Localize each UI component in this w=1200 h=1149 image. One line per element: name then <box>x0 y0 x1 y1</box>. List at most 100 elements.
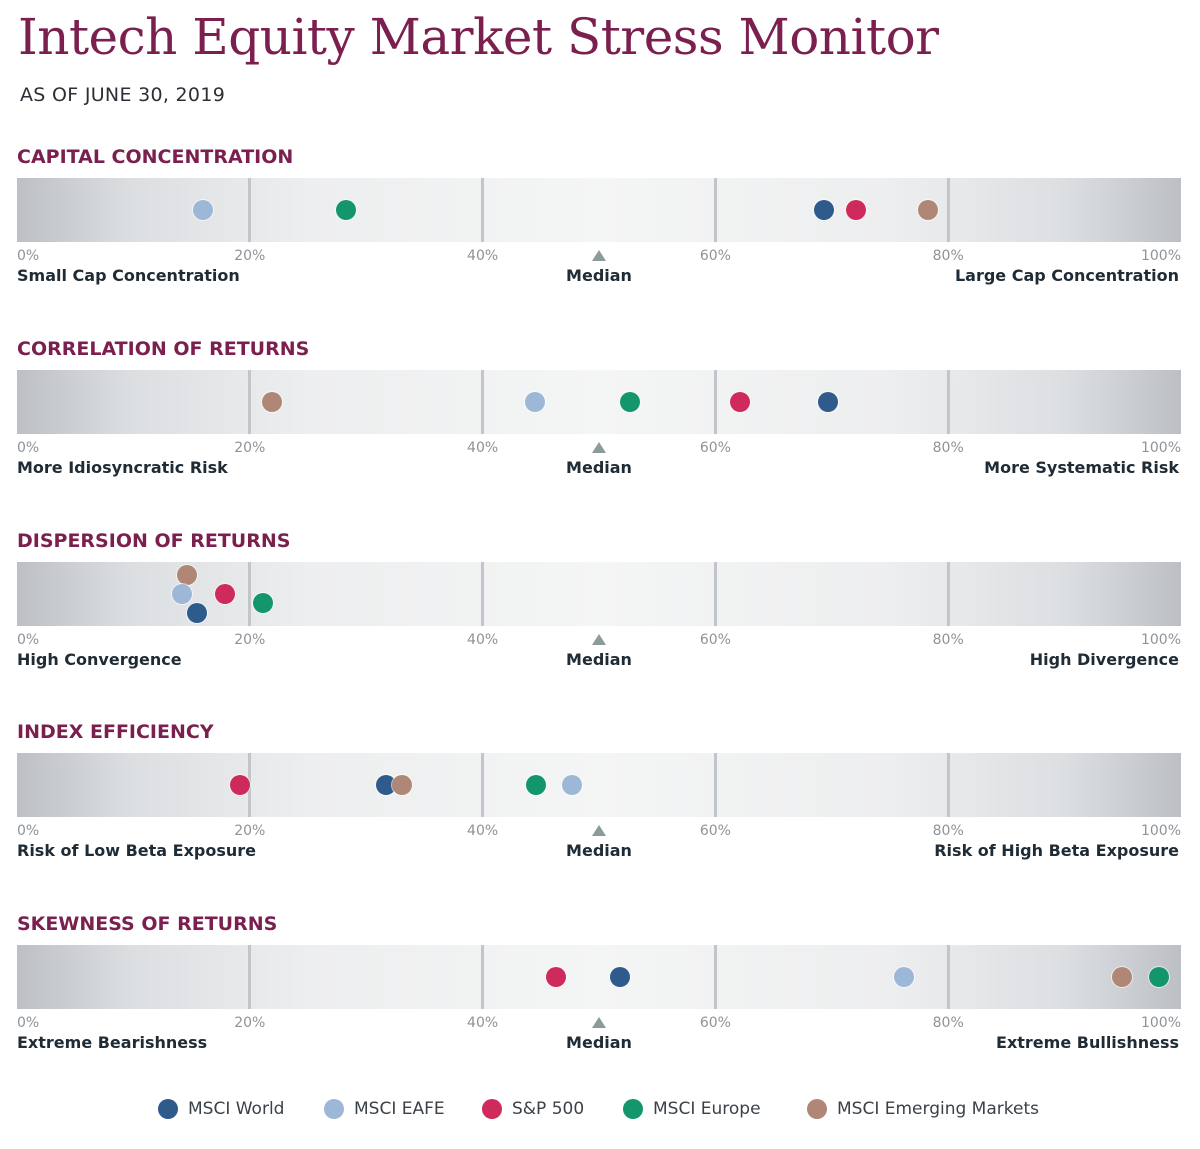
gridline <box>248 562 252 626</box>
left-axis-label: Extreme Bearishness <box>17 1033 208 1052</box>
median-label: Median <box>566 266 632 285</box>
median-marker-icon <box>592 250 606 261</box>
tick-label: 40% <box>467 248 499 264</box>
data-point <box>609 967 630 987</box>
legend-item: MSCI EAFE <box>324 1099 445 1119</box>
data-point <box>172 584 193 604</box>
data-point <box>893 967 914 987</box>
right-axis-label: High Divergence <box>1029 650 1179 669</box>
percentile-band <box>17 562 1181 626</box>
tick-label: 60% <box>699 632 731 648</box>
tick-label: 80% <box>932 1015 964 1031</box>
legend-label: MSCI World <box>188 1099 285 1119</box>
data-point <box>336 200 357 220</box>
median-marker-icon <box>592 1017 606 1028</box>
tick-label: 60% <box>699 1015 731 1031</box>
data-point <box>524 392 545 412</box>
percentile-band <box>17 370 1181 434</box>
gridline <box>481 178 485 242</box>
data-point <box>1111 967 1132 987</box>
percentile-band <box>17 753 1181 817</box>
data-point <box>526 775 547 795</box>
data-point <box>1148 967 1169 987</box>
legend-label: MSCI EAFE <box>354 1099 445 1119</box>
right-axis-label: Risk of High Beta Exposure <box>934 841 1179 860</box>
left-axis-label: More Idiosyncratic Risk <box>17 458 228 477</box>
tick-label: 100% <box>1140 440 1181 456</box>
section-title: CORRELATION OF RETURNS <box>17 338 310 360</box>
data-point <box>729 392 750 412</box>
data-point <box>813 200 834 220</box>
right-axis-label: Large Cap Concentration <box>954 266 1179 285</box>
section-title: INDEX EFFICIENCY <box>17 721 214 743</box>
gridline <box>481 562 485 626</box>
legend-item: MSCI World <box>158 1099 284 1119</box>
section-title: CAPITAL CONCENTRATION <box>17 146 294 168</box>
tick-label: 80% <box>932 632 964 648</box>
tick-label: 100% <box>1140 632 1181 648</box>
gridline <box>946 753 950 817</box>
tick-label: 0% <box>17 823 40 839</box>
data-point <box>392 775 413 795</box>
gridline <box>248 945 252 1009</box>
median-label: Median <box>566 1033 632 1052</box>
legend-swatch <box>324 1099 344 1119</box>
data-point <box>846 200 867 220</box>
gridline <box>713 945 717 1009</box>
legend-label: S&P 500 <box>512 1099 585 1119</box>
percentile-band <box>17 945 1181 1009</box>
data-point <box>562 775 583 795</box>
tick-label: 80% <box>932 248 964 264</box>
data-point <box>545 967 566 987</box>
legend-swatch <box>158 1099 178 1119</box>
gridline <box>946 945 950 1009</box>
section-title: DISPERSION OF RETURNS <box>17 530 291 552</box>
tick-label: 0% <box>17 1015 40 1031</box>
data-point <box>193 200 214 220</box>
gridline <box>713 370 717 434</box>
gridline <box>248 370 252 434</box>
legend-item: MSCI Europe <box>623 1099 761 1119</box>
gridline <box>481 370 485 434</box>
tick-label: 80% <box>932 440 964 456</box>
tick-label: 60% <box>699 248 731 264</box>
left-axis-label: Small Cap Concentration <box>17 266 240 285</box>
median-label: Median <box>566 458 632 477</box>
gridline <box>713 178 717 242</box>
legend-label: MSCI Emerging Markets <box>837 1099 1039 1119</box>
tick-label: 20% <box>234 248 266 264</box>
chart-section: DISPERSION OF RETURNS 0% 20% 40% 60% 80% 100% H… <box>0 530 1200 680</box>
left-axis-label: High Convergence <box>17 650 182 669</box>
page-subtitle: AS OF JUNE 30, 2019 <box>20 84 226 106</box>
data-point <box>230 775 251 795</box>
tick-label: 20% <box>234 440 266 456</box>
tick-label: 20% <box>234 823 266 839</box>
right-axis-label: Extreme Bullishness <box>996 1033 1179 1052</box>
median-label: Median <box>566 841 632 860</box>
gridline <box>713 562 717 626</box>
median-marker-icon <box>592 442 606 453</box>
data-point <box>620 392 641 412</box>
chart-section: INDEX EFFICIENCY 0% 20% 40% 60% 80% 100% Risk o… <box>0 721 1200 871</box>
section-title: SKEWNESS OF RETURNS <box>17 913 278 935</box>
median-label: Median <box>566 650 632 669</box>
tick-label: 100% <box>1140 1015 1181 1031</box>
legend-swatch <box>623 1099 643 1119</box>
tick-label: 80% <box>932 823 964 839</box>
percentile-band <box>17 178 1181 242</box>
tick-label: 0% <box>17 632 40 648</box>
data-point <box>187 603 208 623</box>
gridline <box>481 753 485 817</box>
page-title: Intech Equity Market Stress Monitor <box>18 8 939 66</box>
tick-label: 0% <box>17 248 40 264</box>
tick-label: 40% <box>467 440 499 456</box>
tick-label: 0% <box>17 440 40 456</box>
median-marker-icon <box>592 634 606 645</box>
tick-label: 60% <box>699 440 731 456</box>
gridline <box>713 753 717 817</box>
legend-label: MSCI Europe <box>653 1099 761 1119</box>
data-point <box>176 565 197 585</box>
right-axis-label: More Systematic Risk <box>984 458 1179 477</box>
tick-label: 40% <box>467 632 499 648</box>
gridline <box>946 370 950 434</box>
